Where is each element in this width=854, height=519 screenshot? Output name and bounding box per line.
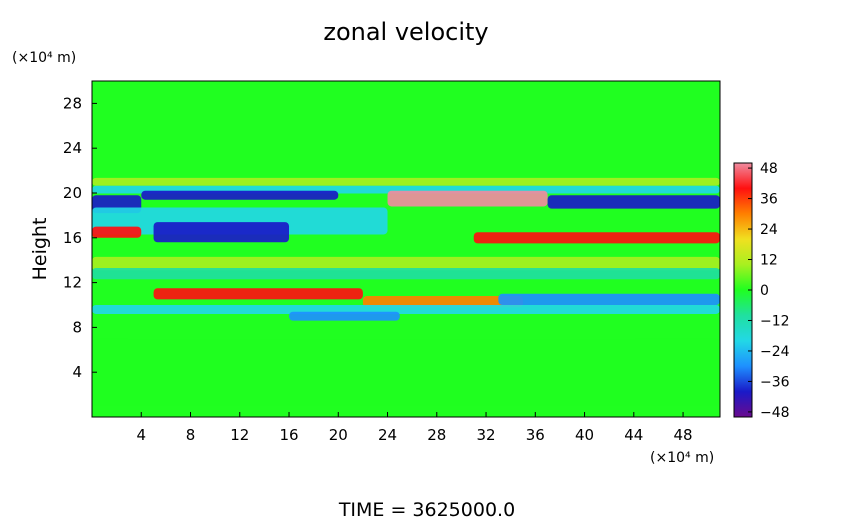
heatmap-band-0 xyxy=(92,177,720,186)
x-tick-label: 8 xyxy=(186,426,196,444)
chart-title: zonal velocity xyxy=(323,18,488,46)
x-tick-label: 16 xyxy=(279,426,298,444)
x-unit-label: (×10⁴ m) xyxy=(650,450,714,466)
x-tick-label: 20 xyxy=(329,426,348,444)
heatmap-band-9 xyxy=(92,226,142,238)
heatmap-band-2 xyxy=(387,190,548,207)
colorbar-tick-label: −24 xyxy=(760,344,790,360)
colorbar-tick-label: −12 xyxy=(760,313,790,329)
y-tick-label: 28 xyxy=(63,94,82,112)
y-tick-label: 8 xyxy=(72,318,82,336)
colorbar-tick-label: 36 xyxy=(760,192,778,208)
colorbar-tick-label: 24 xyxy=(760,222,778,238)
y-axis-label: Height xyxy=(29,218,51,281)
colorbar-tick-label: 0 xyxy=(760,283,769,299)
heatmap-band-17 xyxy=(92,338,720,406)
heatmap-band-14 xyxy=(498,293,720,305)
x-tick-label: 24 xyxy=(378,426,397,444)
heatmap-band-10 xyxy=(92,256,720,271)
plot-frame xyxy=(91,80,721,418)
y-axis: 4 8 12 16 20 24 28 xyxy=(63,94,97,381)
heatmap-band-3 xyxy=(547,195,720,209)
x-tick-label: 28 xyxy=(427,426,446,444)
x-tick-label: 36 xyxy=(526,426,545,444)
colorbar-tick-label: −36 xyxy=(760,374,790,390)
x-tick-label: 44 xyxy=(624,426,643,444)
y-tick-label: 4 xyxy=(72,363,82,381)
y-tick-label: 16 xyxy=(63,229,82,247)
y-tick-label: 12 xyxy=(63,274,82,292)
heatmap-band-5 xyxy=(141,190,339,200)
plot-area xyxy=(92,81,720,417)
heatmap-band-11 xyxy=(92,268,720,280)
y-tick-label: 20 xyxy=(63,184,82,202)
heatmap-band-13 xyxy=(362,296,523,308)
x-tick-label: 32 xyxy=(476,426,495,444)
x-tick-label: 48 xyxy=(674,426,693,444)
heatmap-bands xyxy=(92,177,720,406)
heatmap-band-8 xyxy=(473,232,720,244)
footer-time: TIME = 3625000.0 xyxy=(338,499,515,519)
x-tick-label: 4 xyxy=(136,426,146,444)
y-unit-label: (×10⁴ m) xyxy=(12,50,76,66)
heatmap-band-7 xyxy=(153,222,290,243)
colorbar-tick-label: 12 xyxy=(760,253,778,269)
x-tick-label: 12 xyxy=(230,426,249,444)
colorbar-tick-label: −48 xyxy=(760,405,790,421)
colorbar-tick-label: 48 xyxy=(760,161,778,177)
colorbar-ticks: 48 36 24 12 0 −12 −24 −36 −48 xyxy=(748,161,790,421)
x-axis: 4 8 12 16 20 24 28 32 36 40 44 48 xyxy=(136,412,693,444)
x-tick-label: 40 xyxy=(575,426,594,444)
heatmap-band-15 xyxy=(92,305,720,314)
heatmap-band-16 xyxy=(289,311,400,321)
heatmap-band-12 xyxy=(153,288,363,300)
y-tick-label: 24 xyxy=(63,139,82,157)
